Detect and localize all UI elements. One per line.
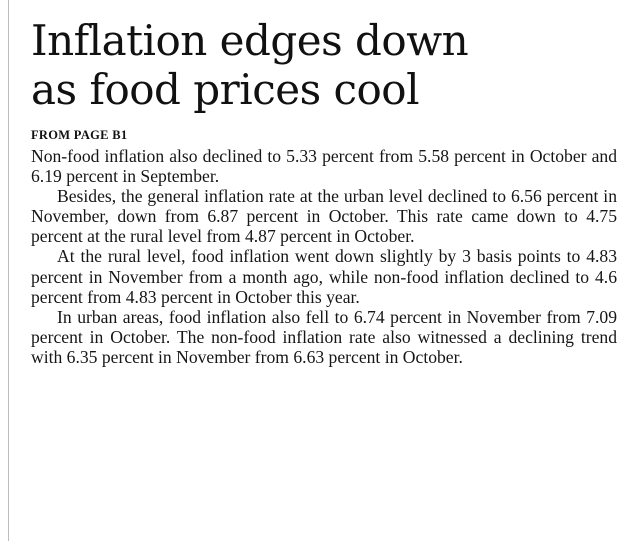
headline-line-1: Inflation edges down: [31, 16, 469, 65]
column-divider: [8, 0, 9, 541]
paragraph-2: Besides, the general inflation rate at t…: [31, 186, 617, 247]
continuation-kicker: FROM PAGE B1: [31, 128, 128, 142]
paragraph-4: In urban areas, food inflation also fell…: [31, 306, 617, 367]
paragraph-3: At the rural level, food inflation went …: [31, 246, 617, 307]
article-body: Non-food inflation also declined to 5.33…: [31, 146, 617, 367]
headline-line-2: as food prices cool: [31, 65, 420, 114]
headline: Inflation edges down as food prices cool: [31, 16, 617, 114]
paragraph-1: Non-food inflation also declined to 5.33…: [31, 146, 617, 187]
article: Inflation edges down as food prices cool…: [31, 16, 617, 367]
